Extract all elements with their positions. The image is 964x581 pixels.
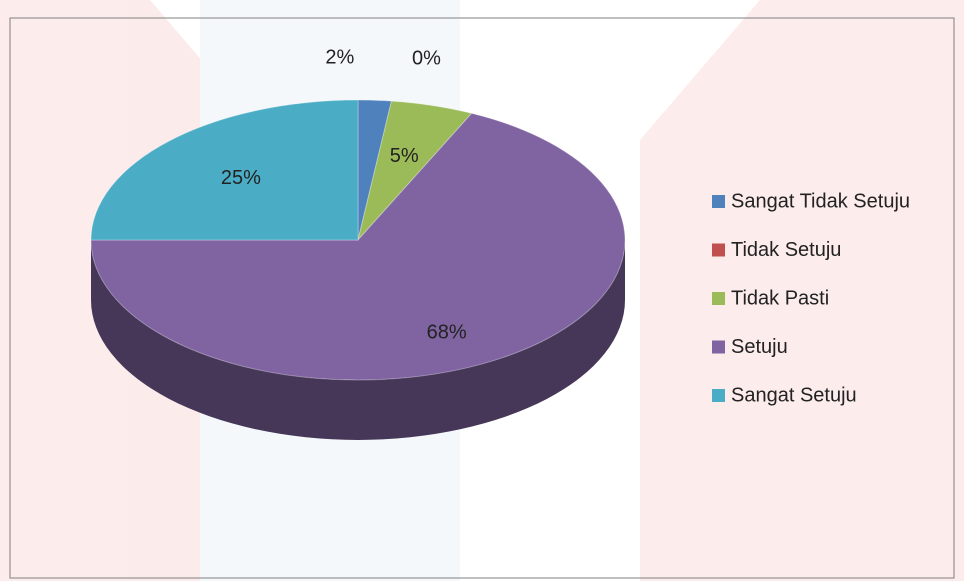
watermark-shape	[640, 0, 964, 581]
legend-swatch	[712, 195, 725, 208]
slice	[90, 99, 359, 241]
legend-label: Tidak Pasti	[731, 287, 829, 309]
legend-label: Setuju	[731, 336, 788, 358]
data-label: 0%	[412, 48, 441, 70]
legend-label: Tidak Setuju	[731, 239, 841, 261]
legend-label: Sangat Tidak Setuju	[731, 190, 910, 212]
legend-label: Sangat Setuju	[731, 384, 857, 406]
chart-border	[9, 17, 955, 579]
legend-swatch	[712, 389, 725, 402]
legend-swatch	[712, 292, 725, 305]
data-label: 2%	[325, 47, 354, 69]
legend-swatch	[712, 243, 725, 257]
slice	[90, 112, 626, 381]
data-label: 68%	[427, 322, 467, 344]
slice	[357, 99, 393, 241]
slice-side	[91, 240, 625, 440]
legend-swatch	[712, 340, 725, 354]
data-label: 5%	[390, 145, 419, 167]
data-label: 25%	[221, 167, 261, 189]
slice	[357, 100, 473, 241]
